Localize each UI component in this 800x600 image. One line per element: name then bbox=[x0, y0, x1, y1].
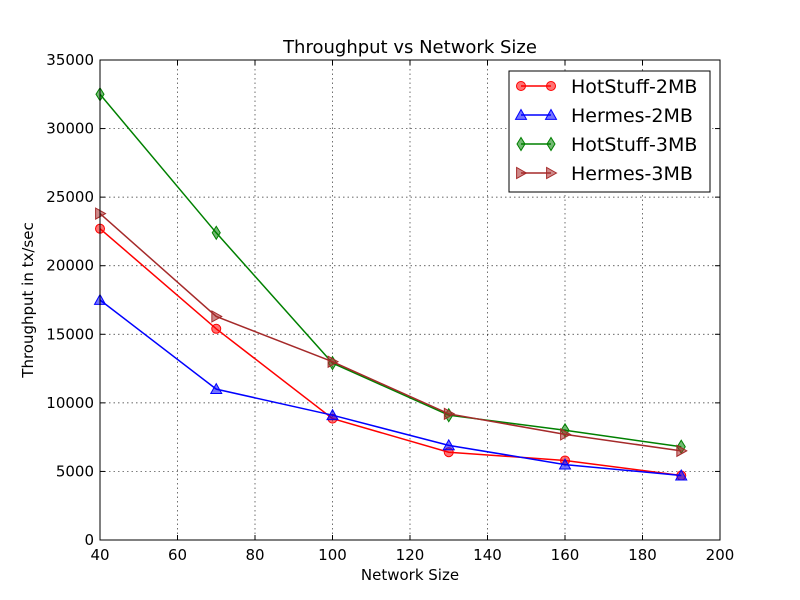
series-hermes-2mb bbox=[93, 293, 688, 481]
series-hermes-3mb bbox=[95, 207, 688, 458]
legend-label: Hermes-3MB bbox=[571, 163, 693, 185]
data-point-hermes-2mb bbox=[674, 469, 688, 481]
legend-marker bbox=[516, 136, 526, 152]
y-tick-label: 20000 bbox=[46, 257, 94, 275]
legend-entry-hermes-2mb: Hermes-2MB bbox=[514, 105, 693, 127]
legend-marker bbox=[546, 81, 556, 91]
data-point-hotstuff-2mb bbox=[211, 323, 222, 334]
y-tick-label: 15000 bbox=[46, 325, 94, 343]
series-line-hotstuff-3mb bbox=[99, 93, 682, 448]
chart-title: Throughput vs Network Size bbox=[282, 37, 537, 58]
x-tick-label: 60 bbox=[168, 546, 187, 564]
legend-marker bbox=[516, 81, 526, 91]
y-tick-label: 10000 bbox=[46, 394, 94, 412]
legend-marker bbox=[544, 108, 558, 120]
legend-entry-hermes-3mb: Hermes-3MB bbox=[516, 163, 693, 185]
legend-label: Hermes-2MB bbox=[571, 105, 693, 127]
y-tick-label: 25000 bbox=[46, 188, 94, 206]
y-tick-label: 30000 bbox=[46, 120, 94, 138]
y-axis-label: Throughput in tx/sec bbox=[19, 222, 37, 378]
data-point-hermes-3mb bbox=[327, 355, 340, 369]
x-tick-label: 80 bbox=[245, 546, 264, 564]
data-point-hermes-3mb bbox=[676, 444, 688, 458]
x-tick-label: 100 bbox=[318, 546, 347, 564]
data-point-hermes-3mb bbox=[211, 310, 223, 323]
series-line-hermes-3mb bbox=[99, 213, 682, 452]
series-line-hermes-2mb bbox=[99, 299, 682, 477]
legend-entry-hotstuff-2mb: HotStuff-2MB bbox=[516, 76, 697, 98]
x-tick-label: 120 bbox=[396, 546, 425, 564]
y-tick-label: 35000 bbox=[46, 51, 94, 69]
legend: HotStuff-2MB Hermes-2MB HotStuff-3MB Hermes… bbox=[508, 70, 711, 193]
x-tick-label: 40 bbox=[90, 546, 109, 564]
legend-box bbox=[508, 70, 711, 193]
legend-marker bbox=[546, 166, 558, 180]
data-point-hermes-3mb bbox=[95, 207, 107, 220]
legend-label: HotStuff-3MB bbox=[571, 134, 697, 156]
y-tick-label: 0 bbox=[84, 531, 94, 549]
data-point-hermes-2mb bbox=[209, 382, 223, 395]
series-layer bbox=[93, 86, 688, 481]
series-line-hotstuff-2mb bbox=[99, 228, 682, 477]
data-point-hotstuff-3mb bbox=[211, 225, 221, 241]
x-tick-label: 160 bbox=[551, 546, 580, 564]
data-point-hermes-3mb bbox=[443, 407, 456, 421]
legend-marker bbox=[514, 108, 528, 120]
x-tick-label: 200 bbox=[706, 546, 735, 564]
legend-entry-hotstuff-3mb: HotStuff-3MB bbox=[516, 134, 697, 156]
legend-label: HotStuff-2MB bbox=[571, 76, 697, 98]
grid bbox=[100, 60, 720, 540]
data-point-hermes-3mb bbox=[560, 428, 572, 441]
x-axis-label: Network Size bbox=[361, 566, 459, 584]
legend-marker bbox=[546, 136, 556, 152]
data-point-hermes-2mb bbox=[326, 408, 339, 421]
y-tick-label: 5000 bbox=[56, 462, 94, 480]
data-point-hermes-2mb bbox=[558, 458, 572, 470]
x-tick-label: 140 bbox=[473, 546, 502, 564]
axes-ticks: 40 60 80 100 120 140 160 180 200 0 5000 10000 15000 2… bbox=[46, 51, 734, 564]
data-point-hermes-2mb bbox=[442, 438, 456, 451]
legend-marker bbox=[516, 166, 528, 180]
x-tick-label: 180 bbox=[628, 546, 657, 564]
